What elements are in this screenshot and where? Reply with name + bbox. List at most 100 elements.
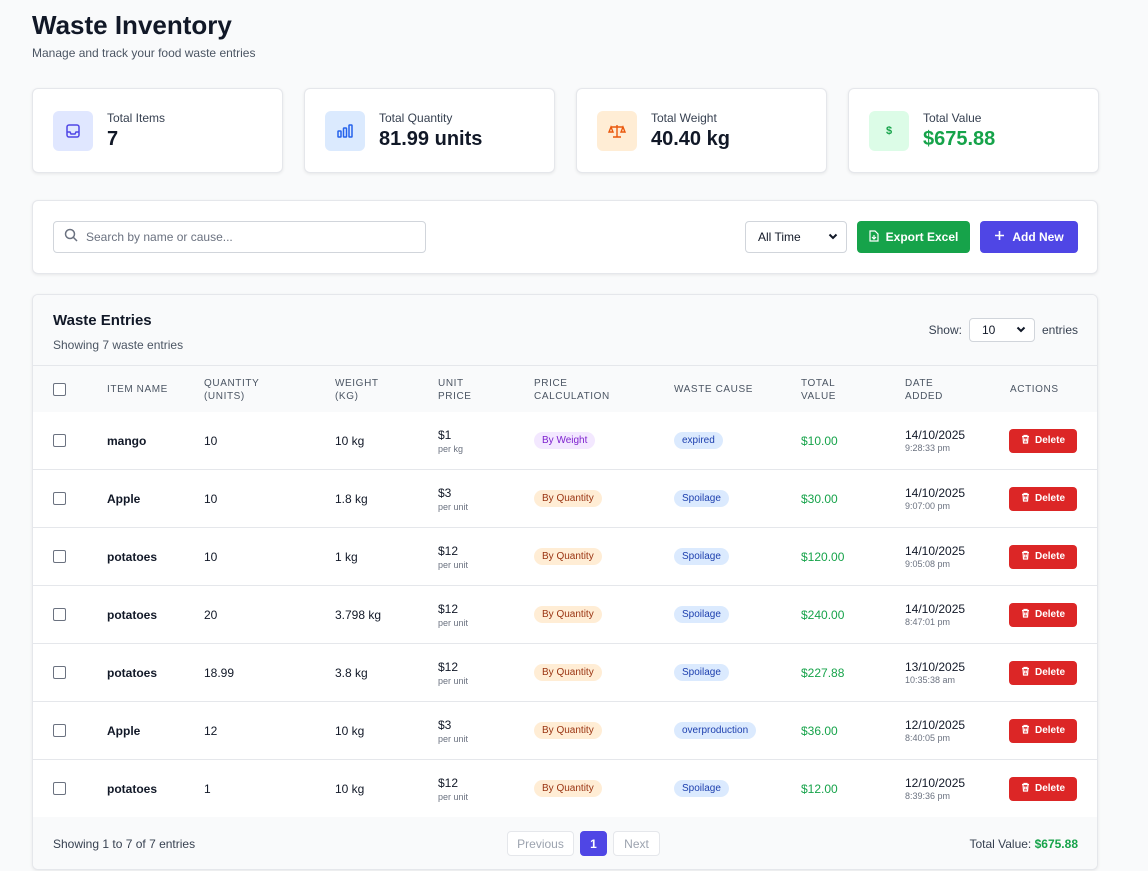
waste-cause-badge: overproduction bbox=[674, 722, 757, 739]
total-value: $120.00 bbox=[801, 549, 845, 564]
chevron-down-icon bbox=[828, 230, 838, 244]
unit-price: $12 bbox=[438, 659, 459, 674]
date-added-cell: 12/10/2025 8:39:36 pm bbox=[905, 760, 965, 817]
unit-price-cell: $3 per unit bbox=[438, 702, 468, 759]
item-weight: 3.798 kg bbox=[335, 607, 382, 622]
col-weight[interactable]: WEIGHT (KG) bbox=[335, 377, 379, 402]
price-calc-cell: By Quantity bbox=[534, 702, 602, 759]
dollar-icon: $ bbox=[869, 110, 909, 151]
bar-chart-icon bbox=[325, 110, 365, 151]
item-quantity: 18.99 bbox=[204, 665, 235, 680]
trash-icon bbox=[1021, 434, 1035, 447]
waste-cause-cell: Spoilage bbox=[674, 760, 729, 817]
page-size-value: 10 bbox=[981, 323, 996, 337]
actions-cell: Delete bbox=[1009, 470, 1077, 527]
col-unit-price[interactable]: UNIT PRICE bbox=[438, 377, 472, 402]
actions-cell: Delete bbox=[1009, 412, 1077, 469]
delete-button[interactable]: Delete bbox=[1009, 660, 1077, 685]
item-name: mango bbox=[107, 433, 147, 448]
time-added: 8:47:01 pm bbox=[905, 617, 951, 627]
unit-price-basis: per unit bbox=[438, 733, 469, 744]
unit-price: $3 bbox=[438, 485, 452, 500]
date-added-cell: 14/10/2025 9:28:33 pm bbox=[905, 412, 965, 469]
row-checkbox[interactable] bbox=[53, 724, 66, 737]
add-new-button[interactable]: Add New bbox=[980, 221, 1078, 253]
col-quantity[interactable]: QUANTITY (UNITS) bbox=[204, 377, 260, 402]
row-checkbox-cell bbox=[53, 586, 66, 643]
footer-total-value: $675.88 bbox=[1034, 837, 1078, 851]
select-all-checkbox[interactable] bbox=[53, 383, 66, 396]
row-checkbox[interactable] bbox=[53, 608, 66, 621]
row-checkbox[interactable] bbox=[53, 666, 66, 679]
table-subtitle: Showing 7 waste entries bbox=[53, 338, 184, 352]
total-value: $10.00 bbox=[801, 433, 838, 448]
previous-page-button[interactable]: Previous bbox=[507, 831, 574, 856]
unit-price-cell: $12 per unit bbox=[438, 644, 468, 701]
row-checkbox[interactable] bbox=[53, 434, 66, 447]
delete-button[interactable]: Delete bbox=[1009, 602, 1077, 627]
unit-price: $12 bbox=[438, 601, 459, 616]
item-quantity: 10 bbox=[204, 491, 218, 506]
unit-price-basis: per unit bbox=[438, 559, 469, 570]
price-calc-cell: By Quantity bbox=[534, 586, 602, 643]
waste-cause-badge: Spoilage bbox=[674, 664, 729, 681]
stat-value: 40.40 kg bbox=[651, 128, 730, 150]
item-name: Apple bbox=[107, 491, 141, 506]
row-checkbox-cell bbox=[53, 702, 66, 759]
price-calc-badge: By Weight bbox=[534, 432, 596, 449]
delete-button[interactable]: Delete bbox=[1009, 776, 1077, 801]
row-checkbox-cell bbox=[53, 528, 66, 585]
next-page-button[interactable]: Next bbox=[613, 831, 660, 856]
file-icon bbox=[869, 229, 886, 245]
page-size-select[interactable]: 10 bbox=[968, 318, 1035, 342]
row-checkbox-cell bbox=[53, 644, 66, 701]
price-calc-badge: By Quantity bbox=[534, 490, 602, 507]
col-total-value[interactable]: TOTAL VALUE bbox=[801, 377, 837, 402]
search-input[interactable] bbox=[86, 230, 406, 244]
row-checkbox[interactable] bbox=[53, 782, 66, 795]
date-added-cell: 14/10/2025 9:07:00 pm bbox=[905, 470, 965, 527]
delete-button[interactable]: Delete bbox=[1009, 544, 1077, 569]
delete-button[interactable]: Delete bbox=[1009, 428, 1077, 453]
waste-cause-badge: expired bbox=[674, 432, 723, 449]
date-added: 14/10/2025 bbox=[905, 428, 966, 442]
price-calc-badge: By Quantity bbox=[534, 606, 602, 623]
item-weight: 10 kg bbox=[335, 781, 365, 796]
delete-label: Delete bbox=[1034, 493, 1065, 504]
search-box[interactable] bbox=[53, 221, 426, 253]
price-calc-cell: By Quantity bbox=[534, 470, 602, 527]
item-name: potatoes bbox=[107, 781, 158, 796]
date-added: 14/10/2025 bbox=[905, 544, 966, 558]
table-row: mango 10 10 kg $1 per kg By Weight expired $10.… bbox=[33, 412, 1097, 470]
col-date-added[interactable]: DATE ADDED bbox=[905, 377, 944, 402]
date-added: 14/10/2025 bbox=[905, 602, 966, 616]
actions-cell: Delete bbox=[1009, 702, 1077, 759]
page-subtitle: Manage and track your food waste entries bbox=[32, 46, 256, 60]
table-footer: Showing 1 to 7 of 7 entries Previous 1 N… bbox=[33, 817, 1097, 869]
col-item-name[interactable]: ITEM NAME bbox=[107, 384, 168, 395]
price-calc-badge: By Quantity bbox=[534, 548, 602, 565]
delete-button[interactable]: Delete bbox=[1009, 718, 1077, 743]
delete-button[interactable]: Delete bbox=[1009, 486, 1077, 511]
col-price-calculation[interactable]: PRICE CALCULATION bbox=[534, 377, 610, 402]
table-row: potatoes 10 1 kg $12 per unit By Quantity Spoi… bbox=[33, 528, 1097, 586]
page-1-button[interactable]: 1 bbox=[580, 831, 607, 856]
actions-cell: Delete bbox=[1009, 586, 1077, 643]
row-checkbox[interactable] bbox=[53, 492, 66, 505]
stat-value: 7 bbox=[107, 128, 119, 150]
trash-icon bbox=[1021, 492, 1035, 505]
delete-label: Delete bbox=[1034, 725, 1065, 736]
actions-cell: Delete bbox=[1009, 644, 1077, 701]
export-excel-button[interactable]: Export Excel bbox=[857, 221, 970, 253]
plus-icon bbox=[994, 230, 1012, 244]
table-head: ITEM NAME QUANTITY (UNITS) WEIGHT (KG) U… bbox=[33, 366, 1097, 413]
waste-cause-cell: Spoilage bbox=[674, 586, 729, 643]
total-value: $227.88 bbox=[801, 665, 845, 680]
waste-cause-cell: overproduction bbox=[674, 702, 757, 759]
time-filter-select[interactable]: All Time bbox=[745, 221, 847, 253]
time-filter-value: All Time bbox=[758, 230, 801, 244]
unit-price-basis: per unit bbox=[438, 617, 469, 628]
trash-icon bbox=[1021, 608, 1035, 621]
row-checkbox[interactable] bbox=[53, 550, 66, 563]
col-waste-cause[interactable]: WASTE CAUSE bbox=[674, 384, 754, 395]
